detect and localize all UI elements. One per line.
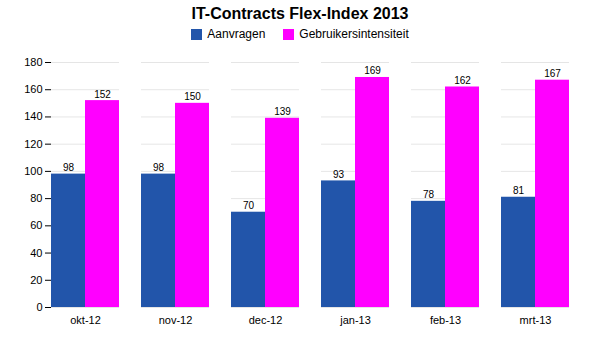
svg-text:feb-13: feb-13 — [430, 314, 461, 326]
html-text:Gebruikersintensiteit: Gebruikersintensiteit — [299, 27, 409, 41]
svg-text:98: 98 — [153, 162, 165, 173]
svg-text:160: 160 — [24, 83, 42, 95]
svg-text:162: 162 — [454, 75, 471, 86]
svg-text:78: 78 — [423, 189, 435, 200]
svg-text:169: 169 — [364, 65, 381, 76]
svg-text:100: 100 — [24, 165, 42, 177]
svg-text:mrt-13: mrt-13 — [520, 314, 552, 326]
svg-text:150: 150 — [184, 91, 201, 102]
html-text:Aanvragen: Aanvragen — [207, 27, 266, 41]
html-text:IT-Contracts Flex-Index 2013: IT-Contracts Flex-Index 2013 — [191, 5, 409, 22]
svg-text:81: 81 — [513, 185, 525, 196]
svg-text:120: 120 — [24, 138, 42, 150]
svg-text:20: 20 — [30, 274, 42, 286]
svg-text:180: 180 — [24, 56, 42, 68]
svg-text:okt-12: okt-12 — [70, 314, 101, 326]
svg-text:70: 70 — [243, 200, 255, 211]
svg-text:93: 93 — [333, 169, 345, 180]
svg-text:60: 60 — [30, 219, 42, 231]
svg-text:98: 98 — [63, 162, 75, 173]
svg-text:80: 80 — [30, 192, 42, 204]
svg-text:140: 140 — [24, 110, 42, 122]
svg-text:139: 139 — [274, 106, 291, 117]
svg-text:40: 40 — [30, 247, 42, 259]
svg-text:152: 152 — [94, 89, 111, 100]
svg-text:dec-12: dec-12 — [249, 314, 283, 326]
svg-text:0: 0 — [36, 301, 42, 313]
svg-text:nov-12: nov-12 — [159, 314, 193, 326]
svg-text:167: 167 — [544, 68, 561, 79]
svg-text:jan-13: jan-13 — [339, 314, 371, 326]
